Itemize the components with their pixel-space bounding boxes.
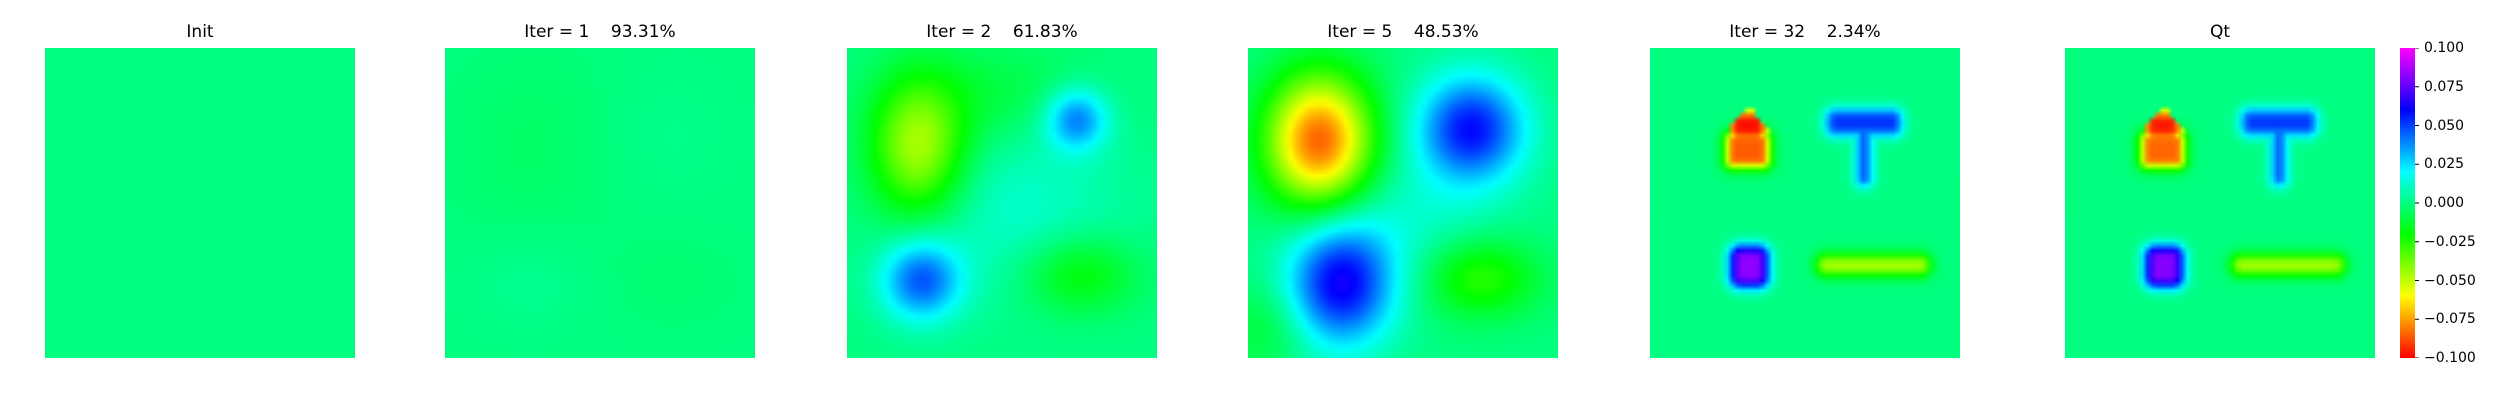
heatmap-image <box>2065 48 2375 358</box>
heatmap-panel-3: Iter = 5 48.53% <box>1243 0 1563 400</box>
panel-title: Qt <box>2209 22 2231 42</box>
panel-title: Iter = 32 2.34% <box>1729 22 1881 42</box>
colorbar-tick-label: −0.100 <box>2424 350 2476 366</box>
heatmap-panel-5: Qt <box>2060 0 2380 400</box>
colorbar-tick-label: 0.000 <box>2424 195 2465 211</box>
colorbar-bar <box>2400 48 2415 358</box>
panel-title: Init <box>186 22 214 42</box>
colorbar: 0.100 0.075 0.050 0.025 0.000 −0.025 −0.050 −0.… <box>2400 40 2500 366</box>
colorbar-gradient <box>2400 48 2419 358</box>
panel-title: Iter = 2 61.83% <box>926 22 1078 42</box>
panel-title: Iter = 5 48.53% <box>1327 22 1479 42</box>
colorbar-tick-label: −0.050 <box>2424 272 2476 289</box>
heatmap-image <box>1650 48 1960 358</box>
colorbar-tick-label: −0.075 <box>2424 311 2476 328</box>
heatmap-panel-4: Iter = 32 2.34% <box>1645 0 1965 400</box>
colorbar-tick-label: 0.025 <box>2424 156 2465 173</box>
heatmap-image <box>445 48 755 358</box>
heatmap-panel-1: Iter = 1 93.31% <box>440 0 760 400</box>
panel-title: Iter = 1 93.31% <box>524 22 676 42</box>
heatmap-image <box>847 48 1157 358</box>
heatmap-image <box>1248 48 1558 358</box>
heatmap-image <box>45 48 355 358</box>
heatmap-panel-2: Iter = 2 61.83% <box>842 0 1162 400</box>
colorbar-tick-label: 0.050 <box>2424 117 2465 134</box>
colorbar-tick-label: −0.025 <box>2424 233 2476 250</box>
heatmap-panel-0: Init <box>40 0 360 400</box>
colorbar-tick-label: 0.075 <box>2424 78 2465 95</box>
colorbar-tick-label: 0.100 <box>2424 40 2465 56</box>
